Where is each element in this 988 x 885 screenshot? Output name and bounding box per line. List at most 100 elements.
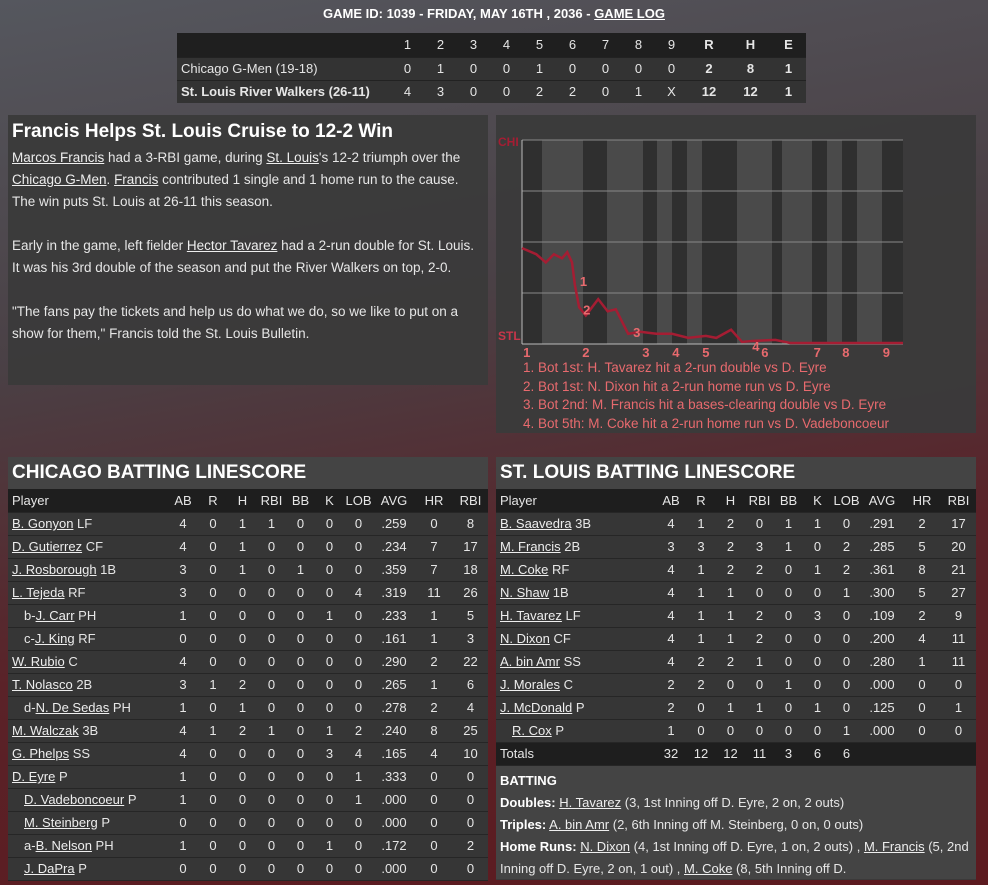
total-cell: 11 <box>745 742 774 766</box>
player-link[interactable]: J. McDonald <box>500 700 573 715</box>
player-link[interactable]: J. Morales <box>500 677 560 692</box>
stat-cell: 0 <box>832 650 861 674</box>
stat-cell: 0 <box>415 765 453 789</box>
player-cell: N. Dixon CF <box>496 627 656 651</box>
column-header: AB <box>656 489 686 513</box>
player-link[interactable]: M. Coke <box>500 562 549 577</box>
team-row: St. Louis River Walkers (26-11) 4 3 0 0 2 2 0 1 X… <box>177 79 806 103</box>
stat-cell: 4 <box>415 742 453 766</box>
table-row: N. Dixon CF 4 1 1 2 0 0 0.200 4 11 <box>496 627 976 651</box>
player-link[interactable]: Marcos Francis <box>12 150 105 165</box>
stat-cell: 0 <box>344 811 373 835</box>
stat-cell: 2 <box>832 535 861 559</box>
player-cell: M. Francis 2B <box>496 535 656 559</box>
stat-cell: 0 <box>774 650 803 674</box>
player-link[interactable]: D. Gutierrez <box>12 539 83 554</box>
player-link[interactable]: H. Tavarez <box>500 608 562 623</box>
player-link[interactable]: M. Steinberg <box>24 815 98 830</box>
player-link[interactable]: M. Francis <box>500 539 561 554</box>
player-position: RF <box>548 562 570 577</box>
stat-cell: 1 <box>168 765 198 789</box>
player-link[interactable]: M. Walczak <box>12 723 79 738</box>
player-link[interactable]: N. Dixon <box>580 838 631 854</box>
player-link[interactable]: Francis <box>114 172 159 187</box>
stat-cell: 8 <box>903 558 941 582</box>
player-link[interactable]: Hector Tavarez <box>186 238 278 253</box>
player-link[interactable]: N. Dixon <box>500 631 550 646</box>
player-position: P <box>55 769 68 784</box>
player-link[interactable]: St. Louis <box>266 150 319 165</box>
player-link[interactable]: J. Carr <box>35 608 75 623</box>
player-link[interactable]: M. Francis <box>863 838 925 854</box>
player-link[interactable]: A. bin Amr <box>500 654 560 669</box>
player-link[interactable]: D. Eyre <box>12 769 56 784</box>
player-link[interactable]: H. Tavarez <box>559 794 622 810</box>
stat-cell: 0 <box>903 719 941 743</box>
stat-cell: 1 <box>168 604 198 628</box>
stat-cell: 3 <box>453 627 488 651</box>
stat-cell: .333 <box>373 765 415 789</box>
stat-cell: 0 <box>803 627 832 651</box>
player-link[interactable]: N. De Sedas <box>35 700 110 715</box>
player-link[interactable]: L. Tejeda <box>12 585 65 600</box>
inning-score: 0 <box>655 56 688 80</box>
stat-cell: 2 <box>745 604 774 628</box>
player-link[interactable]: Chicago G-Men <box>12 172 107 187</box>
game-linescore: 1 2 3 4 5 6 7 8 9 R H E Chicago G-Men (19-18) 0 1 0 0 1 0 0… <box>177 33 806 103</box>
player-link[interactable]: T. Nolasco <box>12 677 73 692</box>
player-position: 2B <box>72 677 93 692</box>
inning-score: 0 <box>457 56 490 80</box>
label: Doubles: <box>500 794 556 810</box>
player-link[interactable]: W. Rubio <box>12 654 65 669</box>
stat-cell: 4 <box>656 512 686 536</box>
stat-cell: .290 <box>373 650 415 674</box>
player-link[interactable]: B. Nelson <box>35 838 92 853</box>
stat-cell: 1 <box>344 788 373 812</box>
stat-cell: 1 <box>745 650 774 674</box>
player-link[interactable]: B. Gonyon <box>12 516 74 531</box>
player-link[interactable]: D. Vadeboncoeur <box>24 792 125 807</box>
player-link[interactable]: R. Cox <box>512 723 552 738</box>
stat-cell: 0 <box>257 788 286 812</box>
column-header: AVG <box>861 489 903 513</box>
player-link[interactable]: J. King <box>34 631 75 646</box>
game-log-link[interactable]: GAME LOG <box>594 6 665 21</box>
stat-cell: 0 <box>774 604 803 628</box>
stat-cell: 4 <box>168 719 198 743</box>
event-marker: 1 <box>580 274 587 289</box>
stat-cell: 0 <box>257 811 286 835</box>
stat-cell: 0 <box>745 512 774 536</box>
stlouis-batting-panel: ST. LOUIS BATTING LINESCORE Player AB R H RB… <box>496 457 976 880</box>
column-header: BB <box>286 489 315 513</box>
stat-cell: 0 <box>198 811 228 835</box>
stat-cell: 2 <box>686 673 716 697</box>
stat-cell: 4 <box>656 627 686 651</box>
stat-cell: 0 <box>315 765 344 789</box>
stat-cell: 7 <box>415 535 453 559</box>
stat-cell: 0 <box>415 512 453 536</box>
player-link[interactable]: M. Coke <box>684 860 733 876</box>
player-link[interactable]: J. DaPra <box>24 861 75 876</box>
player-link[interactable]: G. Phelps <box>12 746 70 761</box>
text: (8, 5th Inning off D. <box>732 860 847 876</box>
stat-cell: 2 <box>453 834 488 858</box>
stat-cell: 1 <box>903 650 941 674</box>
stat-cell: 0 <box>286 696 315 720</box>
stat-cell: 3 <box>168 581 198 605</box>
player-link[interactable]: A. bin Amr <box>549 816 610 832</box>
player-position: 3B <box>571 516 592 531</box>
note-line: Doubles: H. Tavarez (3, 1st Inning off D… <box>500 792 972 814</box>
player-link[interactable]: N. Shaw <box>500 585 550 600</box>
stat-cell: .000 <box>373 788 415 812</box>
stat-cell: 1 <box>344 765 373 789</box>
stat-cell: .259 <box>373 512 415 536</box>
stat-cell: 0 <box>774 627 803 651</box>
player-link[interactable]: B. Saavedra <box>500 516 572 531</box>
column-headers: Player AB R H RBI BB K LOB AVG HR RBI <box>496 489 976 513</box>
stat-cell: 0 <box>803 650 832 674</box>
table-row: A. bin Amr SS 4 2 2 1 0 0 0.280 1 11 <box>496 650 976 674</box>
player-link[interactable]: J. Rosborough <box>12 562 97 577</box>
stat-cell: 3 <box>168 558 198 582</box>
stat-cell: .280 <box>861 650 903 674</box>
player-position: SS <box>69 746 91 761</box>
